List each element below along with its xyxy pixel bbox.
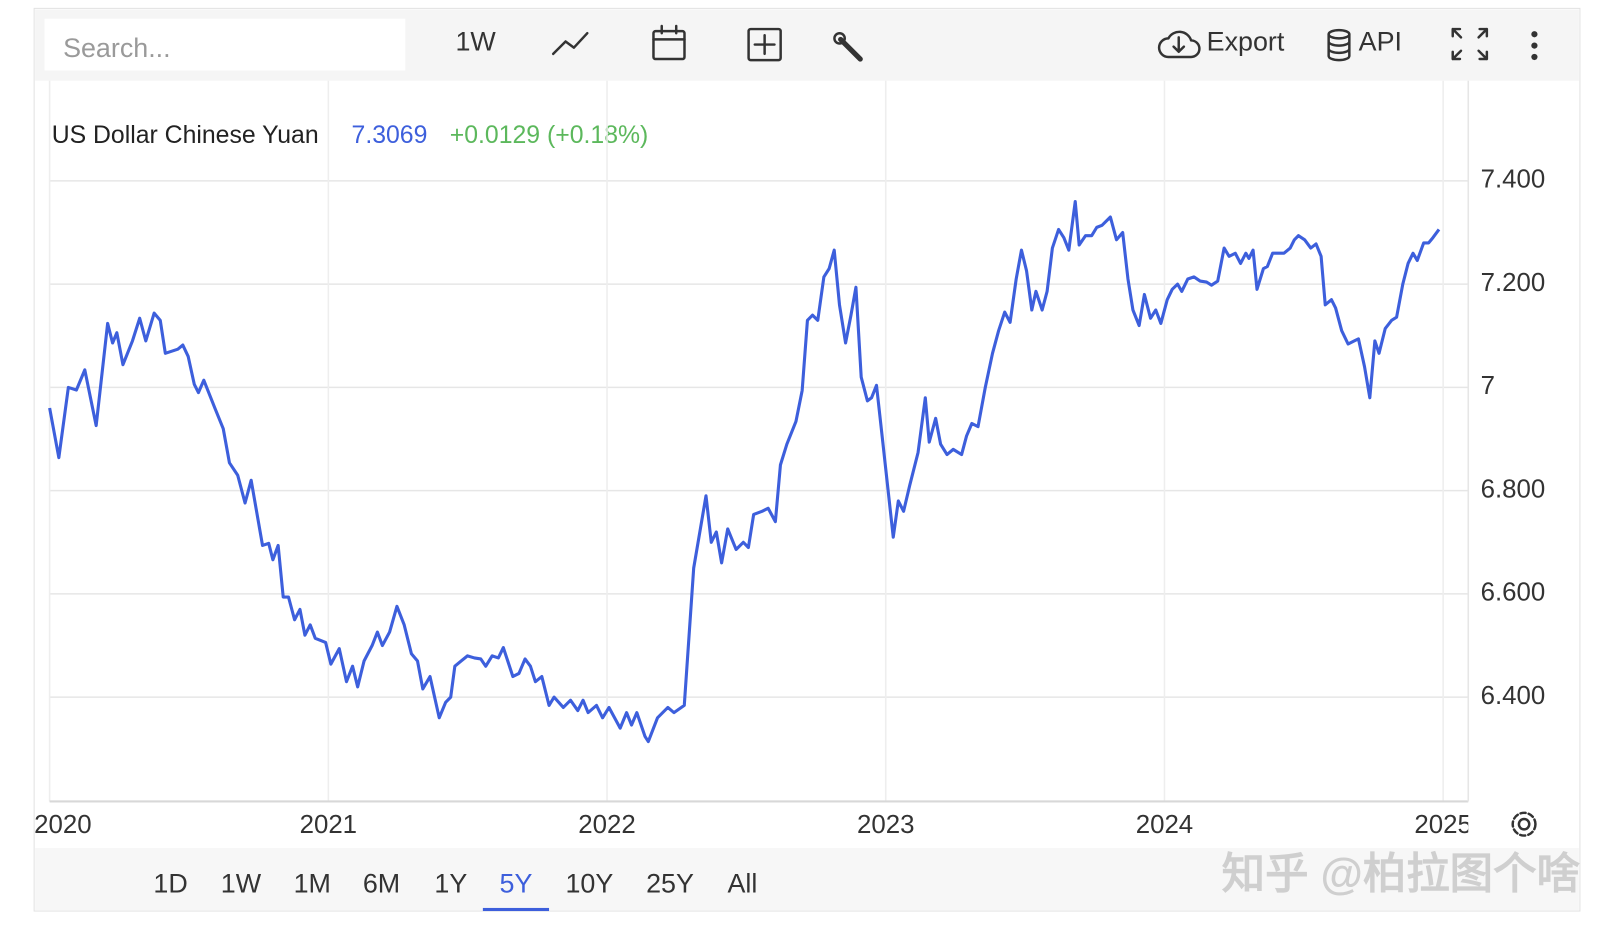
y-tick-label: 6.800 — [1481, 475, 1546, 503]
range-button[interactable]: 25Y — [646, 868, 694, 898]
calendar-icon[interactable] — [652, 24, 686, 61]
x-tick-label: 2022 — [578, 811, 635, 839]
range-buttons: 1D 1W 1M 6M 1Y 5Y 10Y 25Y All — [153, 868, 757, 898]
x-tick-label: 2023 — [857, 811, 914, 839]
x-tick-label: 2025 — [1414, 811, 1471, 839]
quote-name: US Dollar Chinese Yuan — [52, 122, 319, 149]
add-indicator-icon[interactable] — [747, 27, 782, 62]
x-tick-label: 2024 — [1136, 811, 1193, 839]
settings-icon[interactable] — [1511, 811, 1537, 837]
quote-change: +0.0129 (+0.18%) — [450, 122, 649, 149]
watermark: 知乎 @柏拉图个啥 — [1222, 850, 1581, 898]
y-tick-label: 7.400 — [1481, 166, 1546, 194]
price-line — [48, 199, 1441, 744]
tools-icon[interactable] — [833, 31, 863, 62]
y-tick-label: 7.200 — [1481, 269, 1546, 297]
x-tick-label: 2021 — [300, 811, 357, 839]
export-button[interactable]: Export — [1157, 27, 1285, 59]
y-tick-label: 7 — [1481, 372, 1495, 400]
chart-type-icon[interactable] — [551, 31, 589, 56]
widget-frame — [33, 7, 1581, 912]
y-tick-label: 6.600 — [1481, 579, 1546, 607]
x-tick-label: 2020 — [34, 811, 91, 839]
y-tick-label: 6.400 — [1481, 682, 1546, 710]
export-label[interactable]: Export — [1207, 27, 1285, 57]
range-button[interactable]: 10Y — [565, 868, 613, 898]
range-button[interactable]: 1W — [221, 868, 262, 898]
more-menu[interactable] — [1531, 31, 1538, 61]
range-button[interactable]: All — [727, 868, 757, 898]
quote-last: 7.3069 — [352, 122, 428, 149]
interval-button[interactable]: 1W — [455, 27, 496, 57]
range-button[interactable]: 5Y — [500, 868, 533, 898]
api-button[interactable]: API — [1327, 27, 1402, 62]
search-placeholder[interactable]: Search... — [63, 33, 171, 63]
api-label[interactable]: API — [1359, 27, 1402, 57]
range-bar — [35, 847, 1579, 911]
search-box[interactable] — [44, 18, 406, 71]
range-button[interactable]: 1Y — [434, 868, 467, 898]
range-button[interactable]: 1M — [294, 868, 331, 898]
active-range-underline — [482, 907, 550, 912]
fullscreen-icon[interactable] — [1451, 27, 1489, 61]
range-button[interactable]: 6M — [363, 868, 400, 898]
range-button[interactable]: 1D — [153, 868, 187, 898]
plot: 6.400 6.600 6.800 7 7.200 7.400 2020 2021 2022 20… — [34, 80, 1546, 839]
